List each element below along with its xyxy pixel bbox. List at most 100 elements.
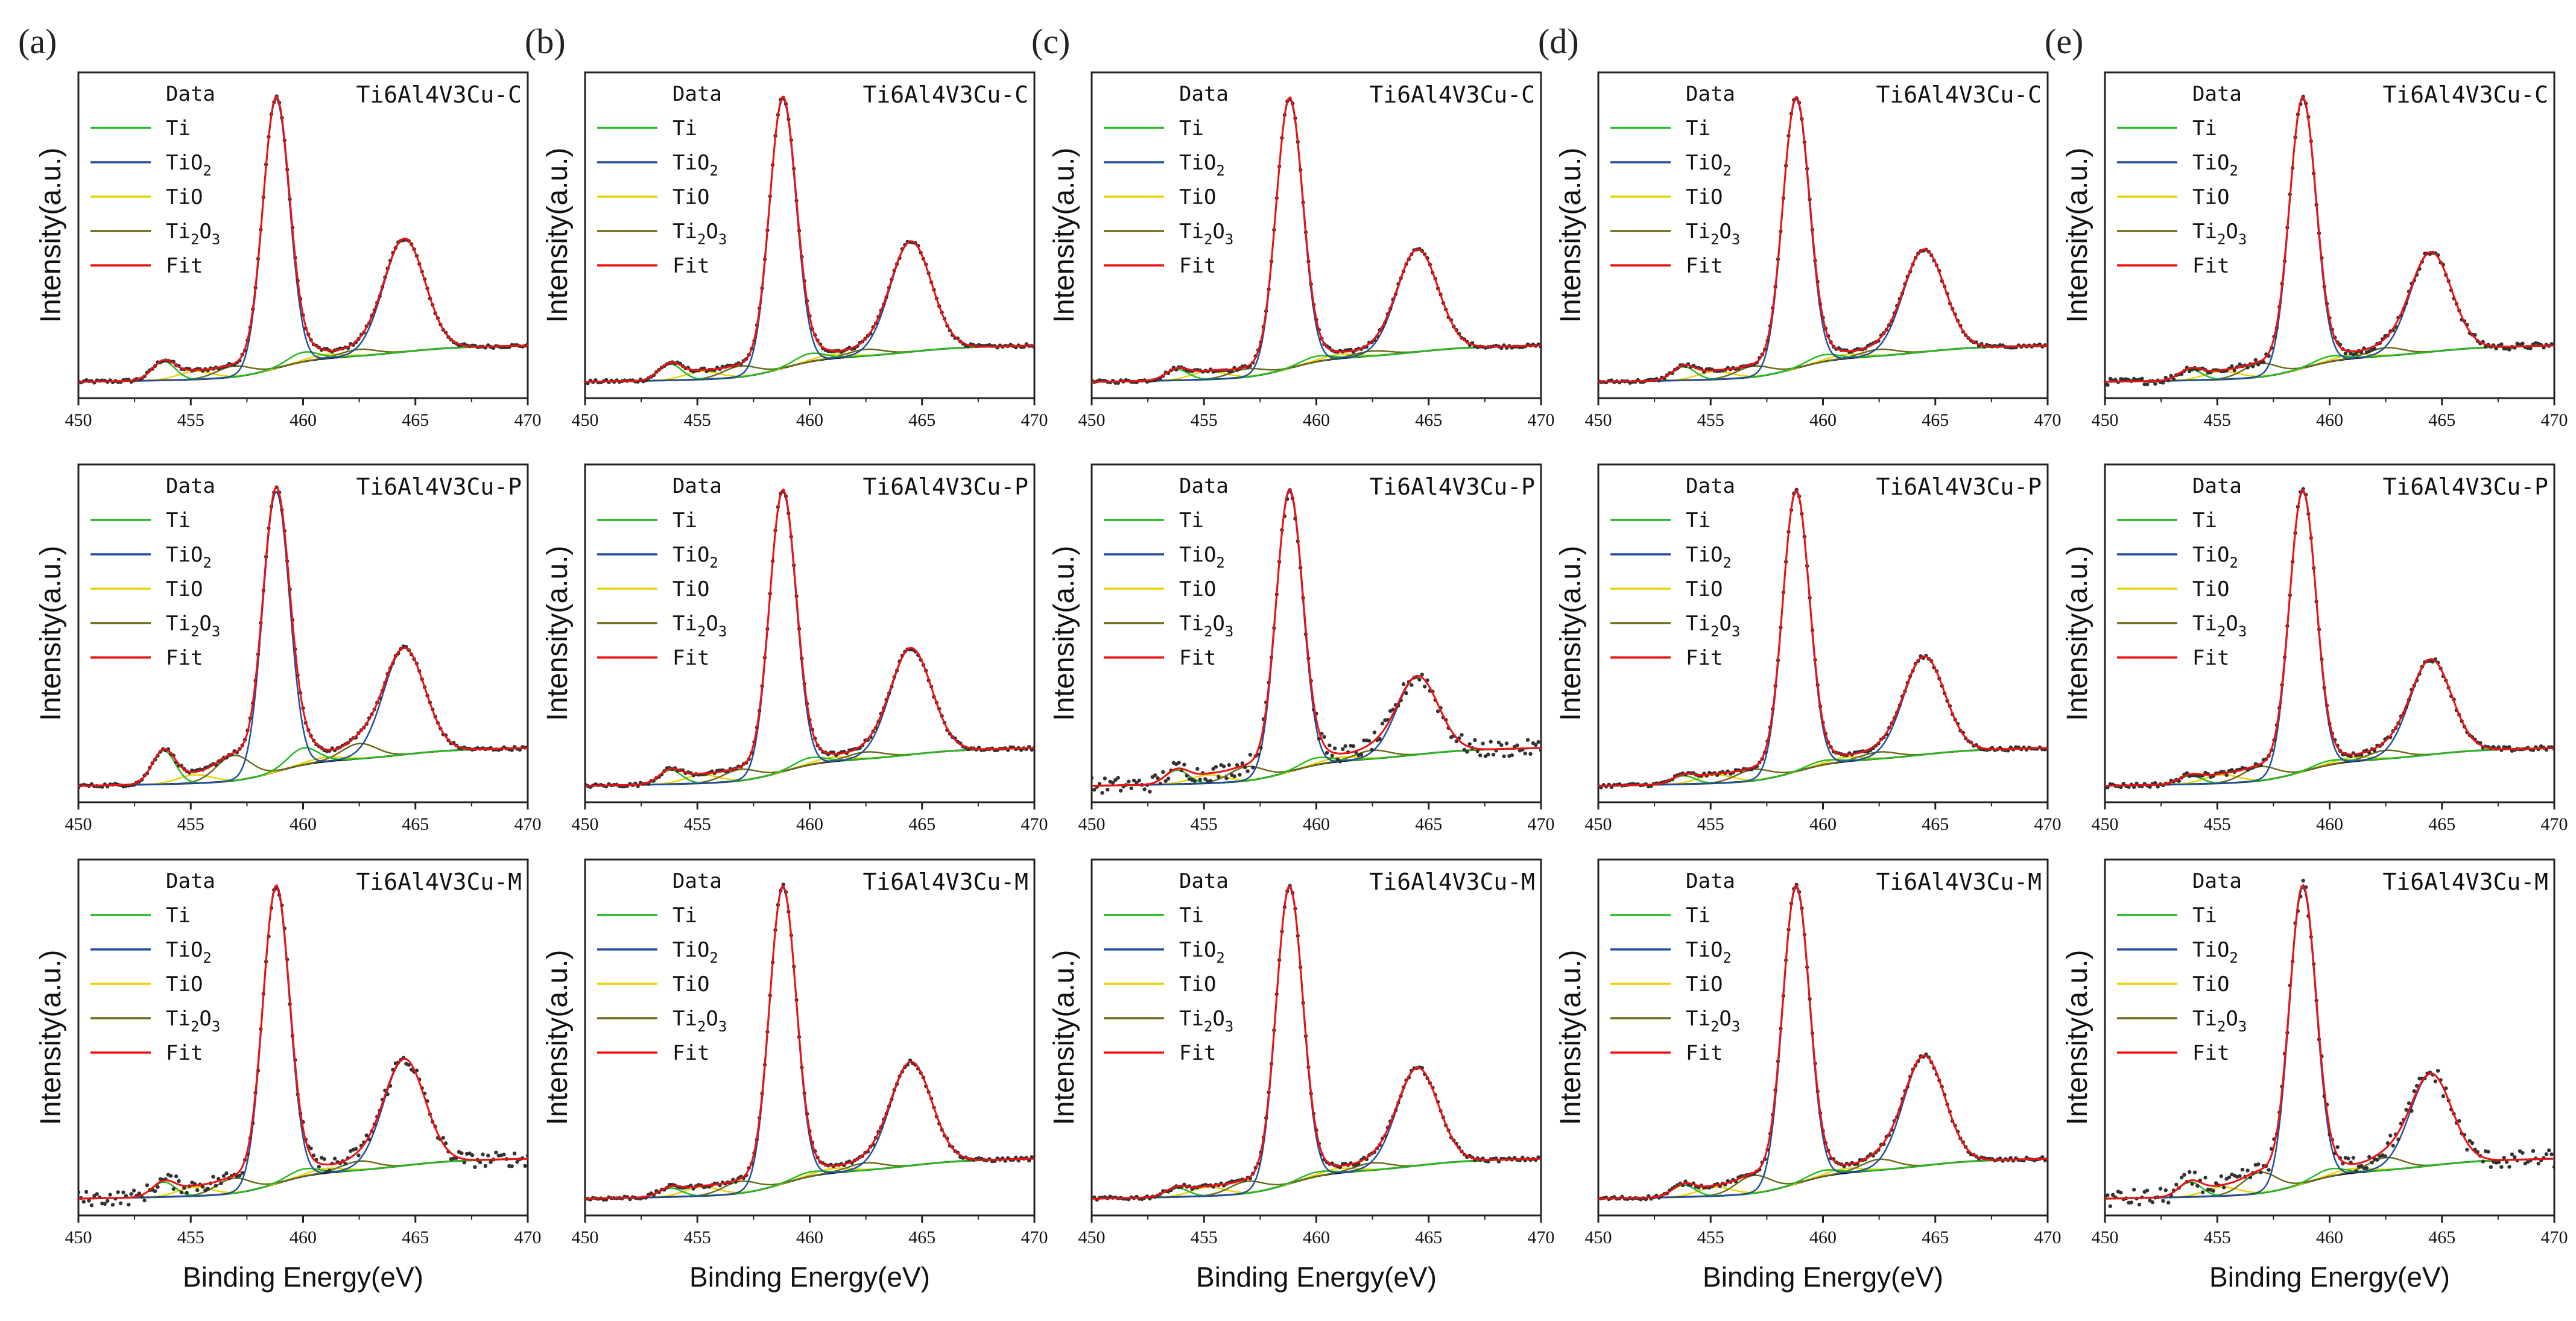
data-point — [2433, 1079, 2437, 1083]
data-point — [2106, 1193, 2110, 1197]
plot-frame — [1090, 71, 1542, 399]
data-point — [2106, 382, 2110, 387]
x-tick-label: 455 — [177, 410, 204, 430]
legend-label-Ti: Ti — [1179, 116, 1204, 141]
data-point — [1362, 738, 1366, 743]
data-point — [118, 1201, 123, 1206]
x-tick-label: 450 — [2092, 1228, 2119, 1247]
data-point — [1467, 742, 1472, 746]
data-point — [502, 1152, 506, 1157]
y-axis-label: Intensity(a.u.) — [1555, 950, 1587, 1126]
x-tick-label: 460 — [1809, 410, 1837, 430]
plot-frame — [77, 463, 529, 803]
x-tick-label: 465 — [2428, 1228, 2455, 1247]
series-TiO2 — [585, 886, 1034, 1200]
y-axis-label: Intensity(a.u.) — [35, 546, 67, 721]
data-point — [1251, 765, 1255, 770]
series-Fit — [1598, 95, 2048, 383]
data-point — [103, 1202, 107, 1206]
data-point — [2407, 1101, 2411, 1106]
data-point — [2259, 1170, 2263, 1174]
x-tick-label: 470 — [2541, 1228, 2568, 1247]
legend-label-Ti: Ti — [166, 508, 191, 533]
y-axis-label: Intensity(a.u.) — [542, 950, 574, 1126]
panel-2-1: 450 455 460 465 470 Intensity(a.u.) Ti6Al4V3Cu… — [1048, 463, 1555, 834]
panel-3-0: 450 455 460 465 470 Intensity(a.u.) Ti6Al4V3Cu… — [1555, 71, 2062, 430]
legend-label-Fit: Fit — [1686, 254, 1723, 278]
data-point — [177, 1179, 181, 1183]
data-point — [2370, 1161, 2374, 1165]
legend-label-Data: Data — [166, 474, 215, 498]
data-point — [171, 1187, 176, 1191]
data-point — [1142, 787, 1147, 791]
data-point — [1195, 767, 1200, 771]
data-point — [1478, 753, 1483, 758]
data-point — [2396, 1137, 2400, 1142]
data-point — [1462, 747, 1467, 752]
data-point — [2166, 1200, 2171, 1205]
data-point — [1417, 677, 1422, 682]
data-point — [1496, 740, 1501, 745]
data-point — [1227, 763, 1232, 767]
legend-label-Ti2O3: Ti2O3 — [1686, 612, 1740, 640]
series-TiO2 — [78, 490, 528, 787]
data-point — [1473, 738, 1477, 743]
data-point — [2391, 1144, 2395, 1148]
data-point — [2171, 377, 2176, 381]
data-point — [2383, 1154, 2387, 1158]
x-tick-label: 460 — [2316, 410, 2343, 430]
data-point — [462, 1161, 466, 1165]
plot-area — [1598, 487, 2048, 790]
data-point — [1370, 747, 1374, 752]
data-point — [1182, 762, 1186, 767]
data-point — [1525, 738, 1530, 742]
data-point — [1103, 776, 1107, 781]
panel-1-2: 450 455 460 465 470 Intensity(a.u.) Binding En… — [542, 858, 1048, 1293]
series-Fit — [1092, 96, 1541, 383]
x-tick-label: 470 — [2034, 410, 2062, 430]
data-point — [1528, 752, 1533, 756]
data-point — [2354, 352, 2358, 356]
series-Data — [1598, 487, 2048, 790]
plot-area — [585, 882, 1034, 1202]
x-tick-label: 455 — [1697, 814, 1724, 834]
data-point — [2410, 1109, 2414, 1113]
data-point — [2195, 1183, 2200, 1188]
x-tick-label: 470 — [514, 1228, 542, 1247]
data-point — [174, 1174, 179, 1179]
legend: Data Ti TiO2 TiO Ti2O3 Fit — [90, 474, 220, 670]
x-tick-label: 450 — [1078, 814, 1106, 834]
sample-label: Ti6Al4V3Cu-M — [862, 869, 1028, 895]
data-point — [1158, 781, 1163, 786]
data-point — [2232, 368, 2236, 373]
x-tick-label: 465 — [402, 814, 429, 834]
series-Data — [2105, 487, 2554, 790]
data-point — [1539, 748, 1541, 753]
data-point — [2496, 1160, 2501, 1165]
x-tick-label: 450 — [65, 410, 92, 430]
data-point — [2227, 1175, 2232, 1180]
data-point — [483, 1164, 488, 1168]
data-point — [2507, 1165, 2511, 1169]
legend-label-TiO2: TiO2 — [2192, 151, 2238, 179]
data-point — [1435, 709, 1440, 714]
plot-frame — [584, 463, 1036, 803]
series-TiO2 — [78, 98, 528, 383]
legend: Data Ti TiO2 TiO Ti2O3 Fit — [90, 869, 220, 1065]
x-tick-label: 450 — [572, 410, 599, 430]
legend-label-TiO2: TiO2 — [166, 151, 212, 179]
data-point — [2222, 1185, 2226, 1190]
data-point — [2230, 768, 2234, 772]
data-point — [2192, 1170, 2197, 1174]
legend-label-Ti: Ti — [2192, 904, 2217, 928]
data-point — [2364, 1166, 2369, 1170]
data-point — [1135, 781, 1139, 785]
data-point — [2245, 1168, 2250, 1173]
data-point — [328, 1168, 332, 1173]
data-point — [2457, 1119, 2461, 1123]
data-point — [1243, 765, 1247, 770]
plot-frame — [2104, 463, 2555, 803]
data-point — [1454, 739, 1458, 744]
data-point — [156, 1185, 160, 1190]
data-point — [2214, 1181, 2218, 1185]
